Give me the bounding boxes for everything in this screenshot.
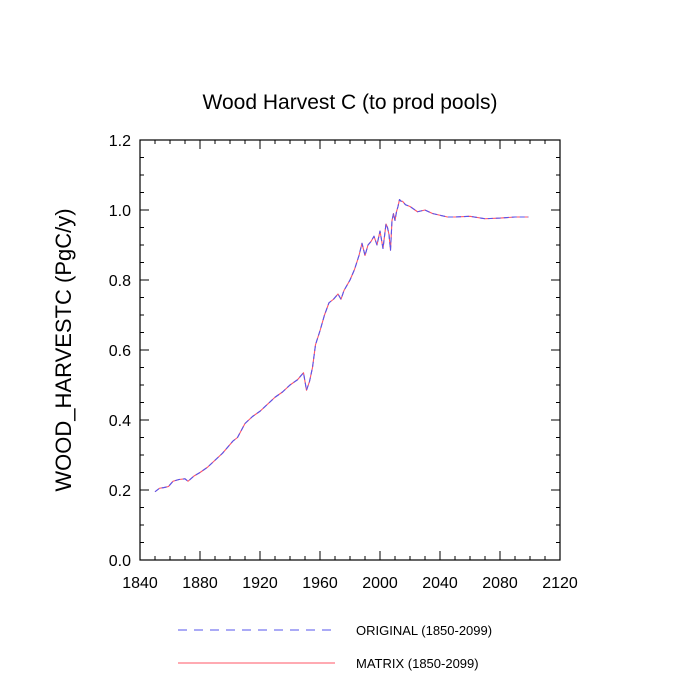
plot-frame xyxy=(139,139,561,561)
y-tick-label: 0.0 xyxy=(109,553,131,570)
x-tick-label: 1920 xyxy=(242,575,278,592)
y-tick-label: 0.6 xyxy=(109,343,131,360)
y-tick-label: 0.4 xyxy=(109,413,131,430)
y-axis-label: WOOD_HARVESTC (PgC/y) xyxy=(51,208,76,491)
x-tick-label: 1840 xyxy=(122,575,158,592)
x-tick-label: 2120 xyxy=(542,575,578,592)
legend: ORIGINAL (1850-2099) MATRIX (1850-2099) xyxy=(178,623,492,671)
chart-title: Wood Harvest C (to prod pools) xyxy=(203,91,498,114)
x-tick-label: 1880 xyxy=(182,575,218,592)
legend-label: ORIGINAL (1850-2099) xyxy=(356,623,492,638)
y-tick-label: 1.0 xyxy=(109,203,131,220)
x-tick-label: 1960 xyxy=(302,575,338,592)
x-tick-label: 2080 xyxy=(482,575,518,592)
y-tick-label: 1.2 xyxy=(109,133,131,150)
y-tick-label: 0.2 xyxy=(109,483,131,500)
y-tick-label: 0.8 xyxy=(109,273,131,290)
x-tick-label: 2040 xyxy=(422,575,458,592)
legend-label: MATRIX (1850-2099) xyxy=(356,656,479,671)
plot-area: 1840 1880 1920 1960 2000 2040 2080 2120 0.0 0.2 0.… xyxy=(109,133,578,592)
x-tick-label: 2000 xyxy=(362,575,398,592)
series-line-matrix xyxy=(154,198,529,493)
series-line-original xyxy=(154,198,529,493)
